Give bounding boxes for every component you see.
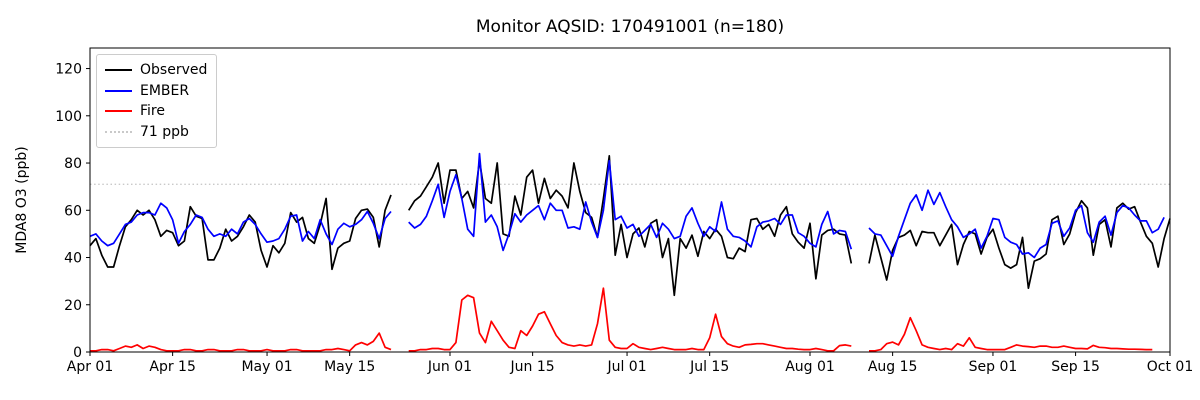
series-ember-line xyxy=(868,189,1165,259)
x-tick-label: Aug 15 xyxy=(868,359,918,375)
x-tick-label: Sep 01 xyxy=(969,359,1018,375)
chart-title: Monitor AQSID: 170491001 (n=180) xyxy=(475,17,785,37)
y-tick-label: 0 xyxy=(73,345,82,361)
y-tick-label: 100 xyxy=(55,109,82,125)
y-tick-label: 60 xyxy=(64,203,82,219)
legend-row: EMBER xyxy=(105,81,207,102)
series-ember-line xyxy=(89,202,392,247)
series-observed-line xyxy=(89,194,392,271)
series-fire-line xyxy=(90,332,392,352)
legend-label: Observed xyxy=(140,62,208,79)
x-tick-label: May 01 xyxy=(241,359,292,375)
series-observed-line xyxy=(868,199,1171,290)
x-tick-label: Jun 15 xyxy=(510,359,555,375)
x-tick-label: Jul 01 xyxy=(606,359,646,375)
legend-line-sample xyxy=(105,69,132,72)
legend-label: EMBER xyxy=(140,82,190,99)
x-tick-label: Aug 01 xyxy=(785,359,835,375)
legend-row: 71 ppb xyxy=(105,122,207,143)
x-tick-label: Sep 15 xyxy=(1051,359,1100,375)
y-tick-label: 40 xyxy=(64,251,82,267)
series-ember-line xyxy=(408,152,853,252)
legend-label: Fire xyxy=(140,103,165,120)
y-axis-label: MDA8 O3 (ppb) xyxy=(14,146,30,254)
legend-line-sample xyxy=(105,130,132,133)
series-fire-line xyxy=(408,287,852,352)
x-tick-label: Jul 15 xyxy=(689,359,729,375)
series-fire-line xyxy=(869,316,1153,352)
x-tick-label: Apr 01 xyxy=(67,359,113,375)
legend-row: Fire xyxy=(105,101,207,122)
x-tick-label: Jun 01 xyxy=(427,359,472,375)
y-tick-label: 80 xyxy=(64,156,82,172)
x-tick-label: Oct 01 xyxy=(1147,359,1193,375)
y-tick-label: 120 xyxy=(55,62,82,78)
legend: Observed EMBER Fire 71 ppb xyxy=(96,54,218,148)
y-tick-label: 20 xyxy=(64,298,82,314)
x-tick-label: Apr 15 xyxy=(149,359,195,375)
x-tick-label: May 15 xyxy=(324,359,375,375)
legend-label: 71 ppb xyxy=(140,123,189,140)
legend-line-sample xyxy=(105,89,132,92)
axes-spines xyxy=(89,47,1171,353)
legend-row: Observed xyxy=(105,60,207,81)
legend-line-sample xyxy=(105,110,132,113)
